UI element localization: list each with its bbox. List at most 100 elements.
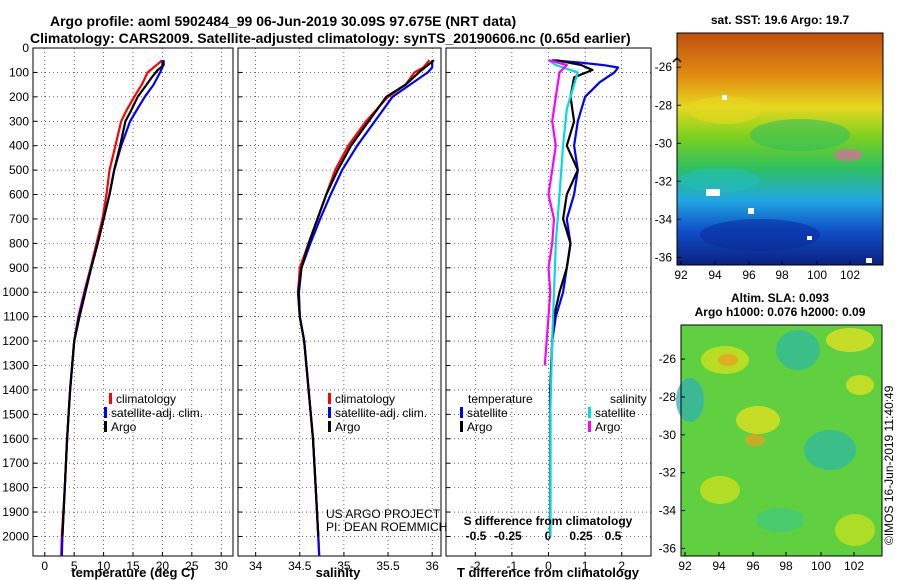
sst-patch xyxy=(750,119,850,151)
x-tick-label: 36 xyxy=(425,559,439,573)
salinity-legend: climatology satellite-adj. clim. Argo xyxy=(328,392,427,434)
sst-gap xyxy=(866,258,872,263)
legend-swatch-satellite xyxy=(104,407,107,418)
lat-label: -32 xyxy=(655,174,673,188)
difference-ticks: -2 -1 0 1 2 xyxy=(470,552,625,573)
salinity-grid xyxy=(238,47,441,556)
sla-patch xyxy=(718,354,738,366)
legend-swatch-s-satellite xyxy=(588,407,591,418)
difference-panel: -2 -1 0 1 2 -0.5 -0.25 0 0.25 0.5 T difference f… xyxy=(445,47,652,580)
lon-label: 92 xyxy=(678,559,692,573)
depth-label: 300 xyxy=(9,114,29,128)
temperature-legend: climatology satellite-adj. clim. Argo xyxy=(104,392,203,434)
depth-ticks: 0 100 200 300 400 500 600 700 800 900 1000 1100 1200… xyxy=(2,41,29,543)
legend-argo: Argo xyxy=(111,420,137,434)
salinity-ticks: 34 34.5 35 35.5 36 xyxy=(249,552,439,573)
legend-satellite: satellite-adj. clim. xyxy=(111,406,203,420)
sst-title: sat. SST: 19.6 Argo: 19.7 xyxy=(711,13,850,27)
sla-patch xyxy=(846,375,874,395)
s-diff-tick-label: 0 xyxy=(545,529,552,543)
depth-label: 700 xyxy=(9,212,29,226)
x-tick-label: 15 xyxy=(126,559,140,573)
series-argo xyxy=(61,60,165,537)
temperature-xlabel: temperature (deg C) xyxy=(71,565,195,580)
depth-label: 200 xyxy=(9,90,29,104)
x-tick-label: 5 xyxy=(71,559,78,573)
depth-label: 100 xyxy=(9,65,29,79)
depth-label: 1000 xyxy=(2,285,29,299)
salinity-xlabel: salinity xyxy=(316,565,362,580)
sst-gap xyxy=(706,189,720,196)
sla-texture xyxy=(676,328,875,546)
legend-swatch-t-argo xyxy=(460,421,463,432)
lat-label: -28 xyxy=(655,98,673,112)
lon-label: 102 xyxy=(840,268,860,282)
sst-map: sat. SST: 19.6 Argo: 19.7 92 94 96 98 100 102… xyxy=(655,13,884,282)
series-s-satellite xyxy=(547,59,579,537)
lon-label: 96 xyxy=(746,559,760,573)
sla-patch xyxy=(676,378,704,422)
lat-label: -36 xyxy=(655,250,673,264)
sst-argo-position-marker xyxy=(672,56,682,63)
x-tick-label: -1 xyxy=(507,559,518,573)
salinity-lines xyxy=(296,59,435,556)
depth-label: 1900 xyxy=(2,505,29,519)
sla-patch xyxy=(776,330,820,370)
temperature-lines xyxy=(60,59,165,556)
lon-label: 102 xyxy=(844,559,864,573)
x-tick-label: 1 xyxy=(582,559,589,573)
sla-patch xyxy=(826,328,874,352)
imos-watermark: ©IMOS 16-Jun-2019 11:40:49 xyxy=(882,385,896,545)
legend-argo: Argo xyxy=(335,420,361,434)
x-tick-label: 34 xyxy=(249,559,263,573)
sst-patch xyxy=(680,168,760,192)
pi-annotation: PI: DEAN ROEMMICH xyxy=(326,520,447,534)
depth-label: 1600 xyxy=(2,432,29,446)
legend-s-argo: Argo xyxy=(595,420,621,434)
x-tick-label: -2 xyxy=(470,559,481,573)
sst-gap xyxy=(748,208,754,214)
lat-label: -34 xyxy=(655,212,673,226)
project-annotation: US ARGO PROJECT xyxy=(326,507,441,521)
legend-s-satellite: satellite xyxy=(595,406,636,420)
depth-label: 1200 xyxy=(2,334,29,348)
lat-label: -30 xyxy=(655,136,673,150)
depth-label: 600 xyxy=(9,188,29,202)
lat-label: -26 xyxy=(659,352,677,366)
legend-t-argo: Argo xyxy=(467,420,493,434)
sst-patch xyxy=(689,96,761,124)
lon-label: 96 xyxy=(742,268,756,282)
x-tick-label: 25 xyxy=(185,559,199,573)
lon-label: 98 xyxy=(779,559,793,573)
legend-t-satellite: satellite xyxy=(467,406,508,420)
salinity-difference-ticks: -0.5 -0.25 0 0.25 0.5 xyxy=(466,529,622,543)
legend-swatch-t-satellite xyxy=(460,407,463,418)
x-tick-label: 10 xyxy=(97,559,111,573)
legend-swatch-argo xyxy=(104,421,107,432)
lat-label: -30 xyxy=(659,428,677,442)
lat-label: -28 xyxy=(659,390,677,404)
legend-swatch-argo xyxy=(328,421,331,432)
sla-frame xyxy=(680,324,883,557)
depth-label: 800 xyxy=(9,236,29,250)
legend-climatology: climatology xyxy=(116,392,176,406)
sla-patch xyxy=(745,434,765,446)
legend-temperature-title: temperature xyxy=(468,392,533,406)
difference-lines xyxy=(543,59,620,537)
depth-label: 400 xyxy=(9,139,29,153)
legend-swatch-satellite xyxy=(328,407,331,418)
s-diff-tick-label: -0.25 xyxy=(494,529,522,543)
sla-patch xyxy=(756,508,804,532)
x-tick-label: 2 xyxy=(618,559,625,573)
lat-label: -32 xyxy=(659,466,677,480)
depth-label: 2000 xyxy=(2,529,29,543)
legend-swatch-climatology xyxy=(328,393,331,404)
x-tick-label: 35 xyxy=(337,559,351,573)
climatology-title: Climatology: CARS2009. Satellite-adjuste… xyxy=(30,30,631,46)
difference-grid xyxy=(446,47,651,556)
sst-texture xyxy=(680,95,872,263)
sla-ticks: 92 94 96 98 100 102 -26 -28 -30 -32 -34 -36 xyxy=(659,352,865,573)
s-diff-tick-label: -0.5 xyxy=(466,529,487,543)
depth-label: 1100 xyxy=(3,310,29,324)
lon-label: 94 xyxy=(708,268,722,282)
